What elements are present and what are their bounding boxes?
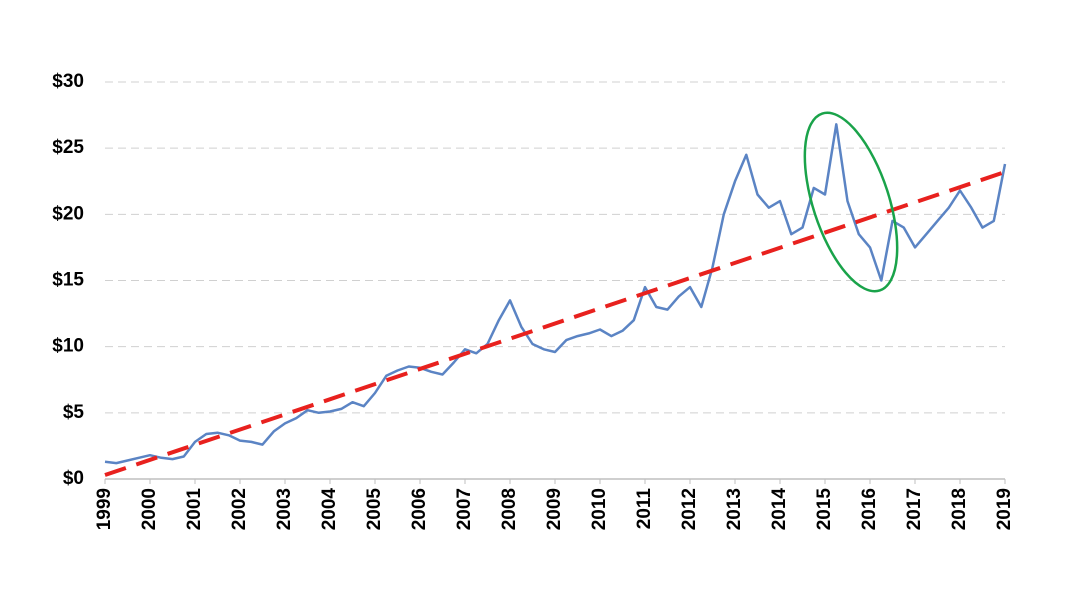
x-tick-label: 2017: [904, 488, 925, 530]
y-tick-label: $25: [52, 137, 84, 158]
x-tick-label: 2002: [229, 488, 250, 530]
x-tick-label: 2006: [409, 488, 430, 530]
x-tick-label: 2008: [499, 488, 520, 530]
x-tick-label: 2010: [589, 488, 610, 530]
y-tick-label: $10: [52, 336, 84, 357]
x-tick-label: 1999: [94, 488, 115, 530]
y-tick-label: $0: [63, 468, 84, 489]
x-tick-label: 2003: [274, 488, 295, 530]
x-tick-label: 2009: [544, 488, 565, 530]
x-tick-label: 2015: [814, 488, 835, 531]
x-tick-label: 2001: [184, 488, 205, 531]
x-tick-label: 2005: [364, 488, 385, 531]
price-line: [104, 123, 1007, 465]
x-tick-label: 2016: [859, 488, 880, 530]
highlight-ellipse: [803, 111, 899, 293]
trend-line: [104, 170, 1006, 477]
y-tick-label: $5: [63, 402, 85, 423]
x-tick-label: 2012: [679, 488, 700, 530]
x-tick-label: 2007: [454, 488, 475, 530]
y-tick-label: $30: [52, 71, 84, 92]
x-tick-label: 2014: [769, 488, 790, 531]
x-tick-label: 2018: [949, 488, 970, 530]
x-tick-label: 2013: [724, 488, 745, 530]
x-tick-label: 2000: [139, 488, 160, 530]
y-tick-label: $20: [52, 203, 84, 224]
y-tick-label: $15: [52, 270, 84, 291]
x-tick-label: 2011: [634, 488, 655, 530]
x-tick-label: 2004: [319, 488, 340, 531]
x-tick-label: 2019: [994, 488, 1015, 530]
